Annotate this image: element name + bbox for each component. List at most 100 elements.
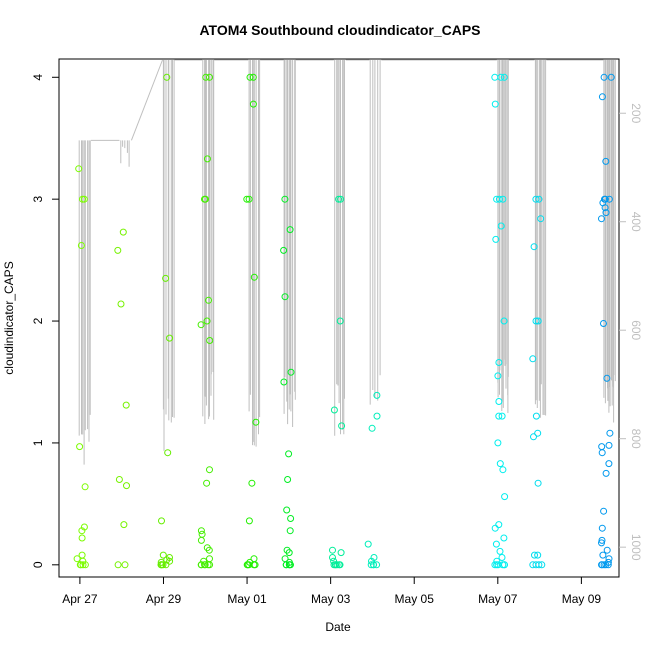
data-point: [602, 561, 610, 569]
data-point: [245, 195, 253, 203]
data-point: [534, 317, 542, 325]
profile-track: [78, 59, 616, 465]
data-point: [166, 334, 174, 342]
data-point: [250, 273, 258, 281]
data-point: [333, 561, 341, 569]
data-point: [280, 378, 288, 386]
data-point: [206, 555, 213, 563]
y2-tick-label: 1000: [629, 534, 643, 561]
y2-tick-label: 200: [629, 103, 643, 123]
data-point: [535, 195, 543, 203]
data-point: [364, 540, 372, 548]
data-point: [493, 557, 501, 565]
data-point: [197, 321, 205, 329]
data-point: [206, 73, 213, 81]
data-point: [495, 359, 503, 366]
data-point: [245, 517, 253, 525]
data-point: [246, 73, 254, 81]
data-point: [500, 317, 508, 325]
data-point: [500, 73, 508, 81]
chart-title: ATOM4 Southbound cloudindicator_CAPS: [199, 22, 480, 38]
data-point: [163, 73, 171, 81]
data-point: [115, 476, 123, 483]
data-point: [598, 93, 606, 101]
data-point: [491, 73, 499, 81]
data-point: [282, 561, 290, 569]
data-point: [605, 195, 613, 203]
data-point: [500, 534, 508, 542]
data-point: [285, 450, 293, 458]
data-point: [495, 412, 503, 420]
data-point: [73, 555, 81, 563]
data-point: [166, 557, 174, 565]
x-tick-label: Apr 27: [62, 592, 98, 606]
data-point: [81, 483, 89, 491]
data-point: [244, 561, 252, 569]
x-tick-label: May 09: [562, 592, 602, 606]
data-point: [159, 561, 167, 569]
data-point: [598, 539, 605, 547]
data-point: [281, 195, 289, 203]
data-point: [164, 449, 172, 457]
data-points: [73, 73, 615, 569]
data-point: [367, 561, 375, 569]
data-point: [76, 443, 84, 451]
x-tick-label: May 01: [227, 592, 267, 606]
data-point: [162, 274, 170, 282]
data-point: [197, 561, 205, 569]
x-axis-label: Date: [325, 620, 351, 634]
profile-cast: [497, 60, 509, 413]
data-point: [368, 557, 375, 565]
data-point: [121, 561, 129, 569]
data-point: [607, 73, 615, 81]
data-point: [600, 73, 608, 81]
data-point: [530, 433, 537, 441]
data-point: [600, 320, 607, 327]
secondary-y-axis: 200 400 600 800 1000: [619, 103, 643, 561]
y-tick-label: 2: [31, 317, 45, 324]
data-point: [499, 466, 507, 474]
data-point: [201, 195, 208, 203]
y-tick-label: 4: [31, 74, 45, 81]
data-point: [200, 557, 208, 565]
data-point: [369, 561, 377, 569]
data-point: [159, 551, 167, 559]
data-point: [252, 418, 260, 426]
data-point: [534, 551, 542, 559]
data-point: [603, 546, 611, 554]
data-point: [280, 246, 288, 254]
data-point: [76, 561, 84, 569]
y-tick-label: 1: [31, 439, 45, 446]
data-point: [287, 368, 295, 376]
data-point: [598, 449, 606, 457]
data-point: [79, 195, 86, 203]
data-point: [496, 460, 504, 468]
data-point: [492, 235, 500, 243]
data-point: [119, 228, 127, 236]
data-point: [529, 355, 537, 363]
profile-cast: [248, 60, 261, 447]
data-point: [203, 155, 211, 163]
data-point: [373, 412, 381, 420]
data-point: [197, 536, 205, 544]
y-tick-label: 3: [31, 196, 45, 203]
profile-cast: [334, 60, 345, 436]
data-point: [329, 546, 336, 554]
data-point: [330, 561, 338, 569]
profile-cast: [78, 140, 91, 465]
data-point: [494, 439, 502, 447]
data-point: [78, 527, 86, 535]
data-point: [606, 429, 614, 437]
data-point: [501, 493, 509, 501]
data-point: [530, 243, 538, 251]
data-point: [198, 530, 206, 538]
data-point: [491, 100, 499, 108]
data-point: [285, 549, 293, 557]
data-point: [601, 195, 608, 203]
data-point: [368, 424, 376, 432]
data-point: [335, 195, 343, 203]
data-point: [122, 401, 130, 409]
data-point: [243, 195, 251, 203]
data-point: [532, 195, 540, 203]
data-point: [535, 561, 543, 569]
